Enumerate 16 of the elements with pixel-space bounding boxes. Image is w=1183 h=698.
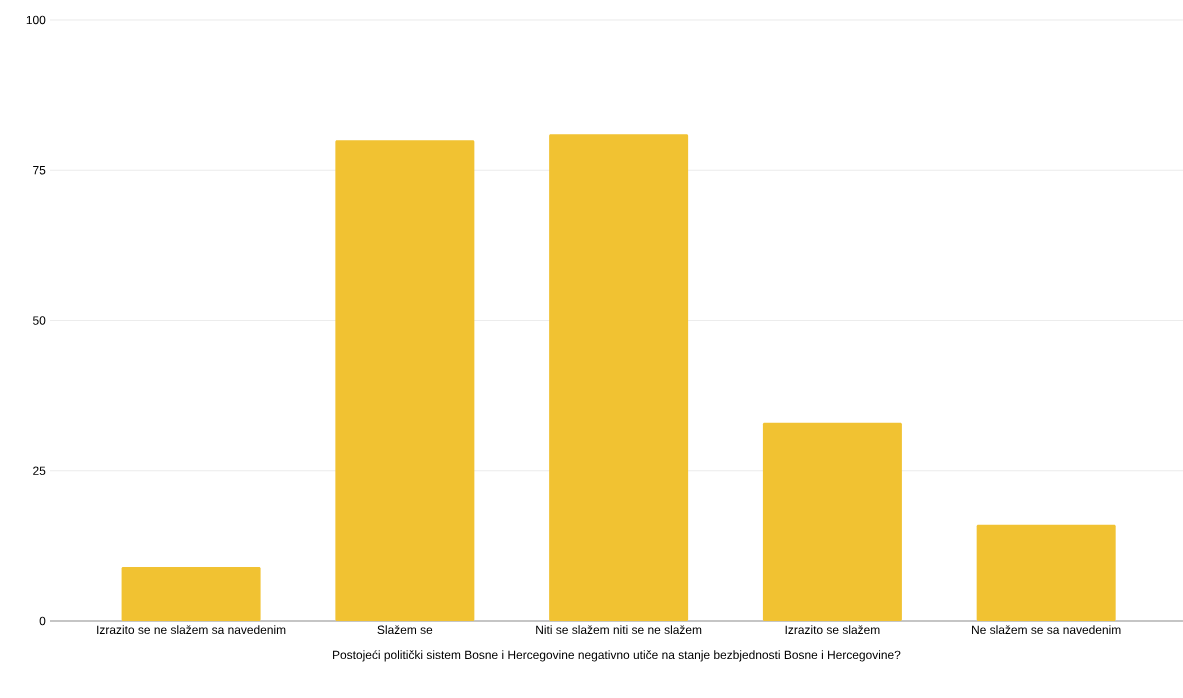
y-tick-label: 0	[39, 616, 46, 626]
x-tick-label: Slažem se	[377, 625, 433, 634]
x-tick-label: Izrazito se slažem	[785, 625, 880, 634]
x-tick-label: Ne slažem se sa navedenim	[972, 625, 1121, 634]
y-tick-label: 75	[33, 166, 46, 175]
bar	[976, 524, 1116, 621]
y-tick-label: 100	[26, 15, 46, 25]
bar	[762, 422, 902, 621]
bar	[549, 134, 689, 621]
bar	[335, 140, 475, 621]
y-tick-label: 50	[33, 316, 46, 325]
x-axis-title: Postojeći politički sistem Bosne i Hercegovine negativno utiče na stanje bezbjednosti Bosne i Hercegovine?	[333, 650, 901, 662]
bar	[121, 566, 261, 621]
x-tick-label: Niti se slažem niti se ne slažem	[536, 625, 702, 634]
y-tick-label: 25	[33, 466, 46, 475]
x-tick-label: Izrazito se ne slažem sa navedenim	[97, 625, 286, 634]
